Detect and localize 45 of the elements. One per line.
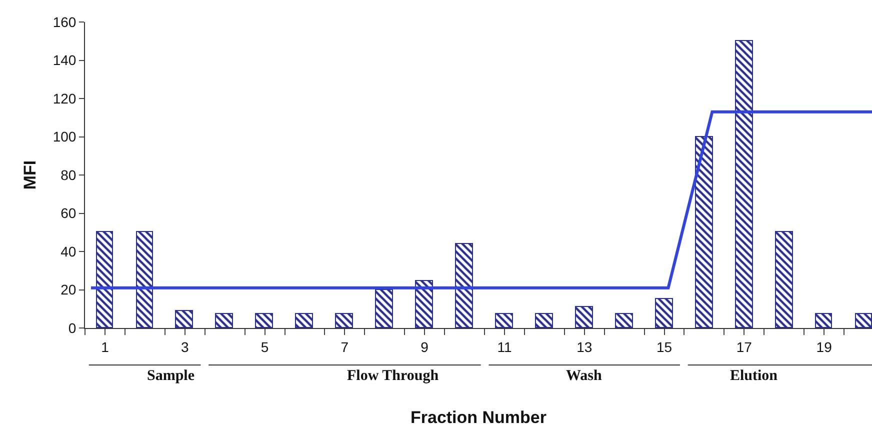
bar bbox=[855, 313, 872, 328]
y-tick-label: 140 bbox=[52, 52, 76, 68]
y-tick-label: 0 bbox=[68, 320, 76, 336]
text: Wash bbox=[566, 368, 603, 384]
bar bbox=[815, 313, 832, 328]
bar bbox=[136, 231, 153, 328]
x-axis-title: Fraction Number bbox=[410, 408, 547, 427]
y-tick-label: 60 bbox=[60, 205, 76, 222]
y-tick-label: 100 bbox=[52, 128, 76, 145]
x-tick-label: 15 bbox=[656, 338, 672, 355]
bar bbox=[695, 136, 713, 328]
bar bbox=[495, 313, 513, 328]
bar bbox=[255, 313, 273, 328]
bar bbox=[335, 313, 353, 328]
text: Elution bbox=[730, 368, 778, 384]
x-tick-label: 5 bbox=[260, 338, 269, 355]
y-tick-label: 160 bbox=[52, 14, 76, 30]
bar bbox=[655, 298, 673, 328]
bar bbox=[575, 306, 593, 328]
y-tick-label: 80 bbox=[60, 166, 76, 183]
bar bbox=[775, 231, 793, 328]
bar bbox=[535, 313, 553, 328]
x-tick-label: 17 bbox=[736, 338, 752, 355]
x-tick-label: 7 bbox=[340, 338, 349, 355]
x-tick-label: 19 bbox=[816, 338, 832, 355]
y-tick-label: 20 bbox=[60, 282, 76, 298]
y-tick-label: 40 bbox=[60, 243, 76, 260]
bar bbox=[455, 243, 473, 328]
x-tick-label: 1 bbox=[101, 338, 110, 355]
bar bbox=[295, 313, 313, 328]
x-tick-label: 11 bbox=[497, 338, 512, 355]
bar bbox=[615, 313, 633, 328]
x-tick-label: 9 bbox=[420, 338, 429, 355]
text: Sample bbox=[147, 368, 195, 384]
bar bbox=[215, 313, 233, 328]
bar bbox=[375, 289, 393, 328]
x-tick-label: 3 bbox=[180, 338, 189, 355]
y-tick-label: 120 bbox=[52, 90, 76, 106]
bar bbox=[735, 40, 753, 328]
x-tick-label: 13 bbox=[576, 338, 592, 355]
bar bbox=[96, 231, 113, 328]
bar bbox=[175, 310, 193, 328]
text: Flow Through bbox=[347, 368, 440, 384]
bar bbox=[415, 280, 433, 328]
y-axis-title: MFI bbox=[20, 160, 40, 190]
